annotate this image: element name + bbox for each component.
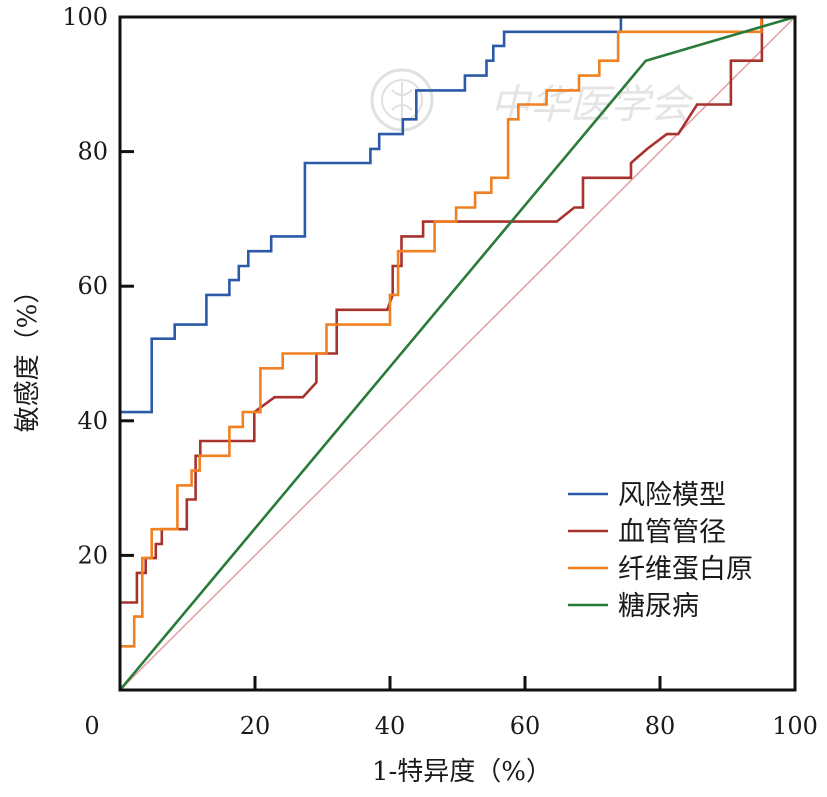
- plot-frame: [118, 15, 797, 692]
- watermark: 中华医学会: [370, 68, 694, 132]
- x-tick-label: 20: [240, 712, 271, 740]
- series-line-3: [118, 15, 795, 690]
- reference-line: [119, 16, 796, 691]
- x-axis-title: 1-特异度（%）: [372, 757, 552, 787]
- series-layer: [118, 15, 796, 691]
- tick-layer: 0 20 40 60 80 100 20 40 60 80 100: [62, 3, 818, 740]
- legend-label-1: 风险模型: [618, 480, 726, 511]
- series-line-2: [118, 15, 795, 690]
- legend-label-3: 纤维蛋白原: [618, 554, 753, 585]
- y-axis-title: 敏感度（%）: [13, 278, 43, 433]
- y-tick-label: 20: [77, 541, 108, 569]
- y-tick-label: 80: [77, 138, 108, 166]
- x-tick-label: 60: [510, 712, 541, 740]
- legend-label-4: 糖尿病: [618, 591, 699, 622]
- reference-line-layer: [119, 16, 796, 691]
- x-tick-label: 100: [772, 712, 818, 740]
- y-tick-label: 100: [62, 3, 108, 31]
- legend-label-2: 血管管径: [618, 517, 726, 548]
- series-line-1: [118, 15, 795, 690]
- x-tick-label: 80: [645, 712, 676, 740]
- x-tick-label: 40: [375, 712, 406, 740]
- y-tick-label: 40: [77, 407, 108, 435]
- series-line-4: [119, 15, 796, 691]
- y-tick-label: 60: [77, 272, 108, 300]
- x-tick-label: 0: [84, 712, 99, 740]
